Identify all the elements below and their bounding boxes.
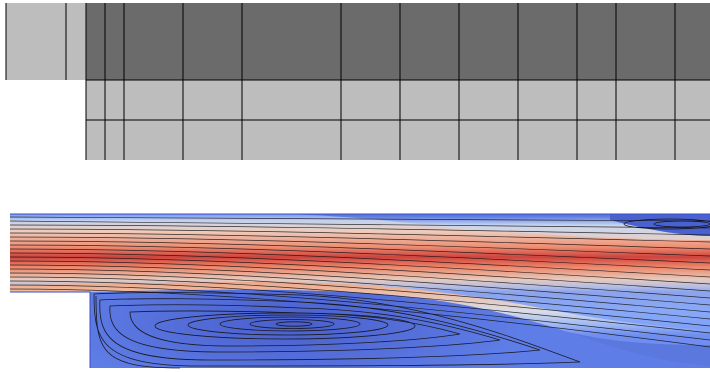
flow-domain-outline bbox=[10, 213, 710, 368]
mesh-diagram bbox=[5, 3, 710, 160]
recirculation-zone bbox=[90, 290, 710, 368]
upper-mesh-block bbox=[86, 3, 710, 80]
upper-corner-eddy bbox=[623, 218, 710, 230]
mesh-grid-lines bbox=[5, 3, 710, 160]
recirculation-vortex bbox=[93, 292, 581, 369]
inlet-block bbox=[6, 3, 86, 80]
